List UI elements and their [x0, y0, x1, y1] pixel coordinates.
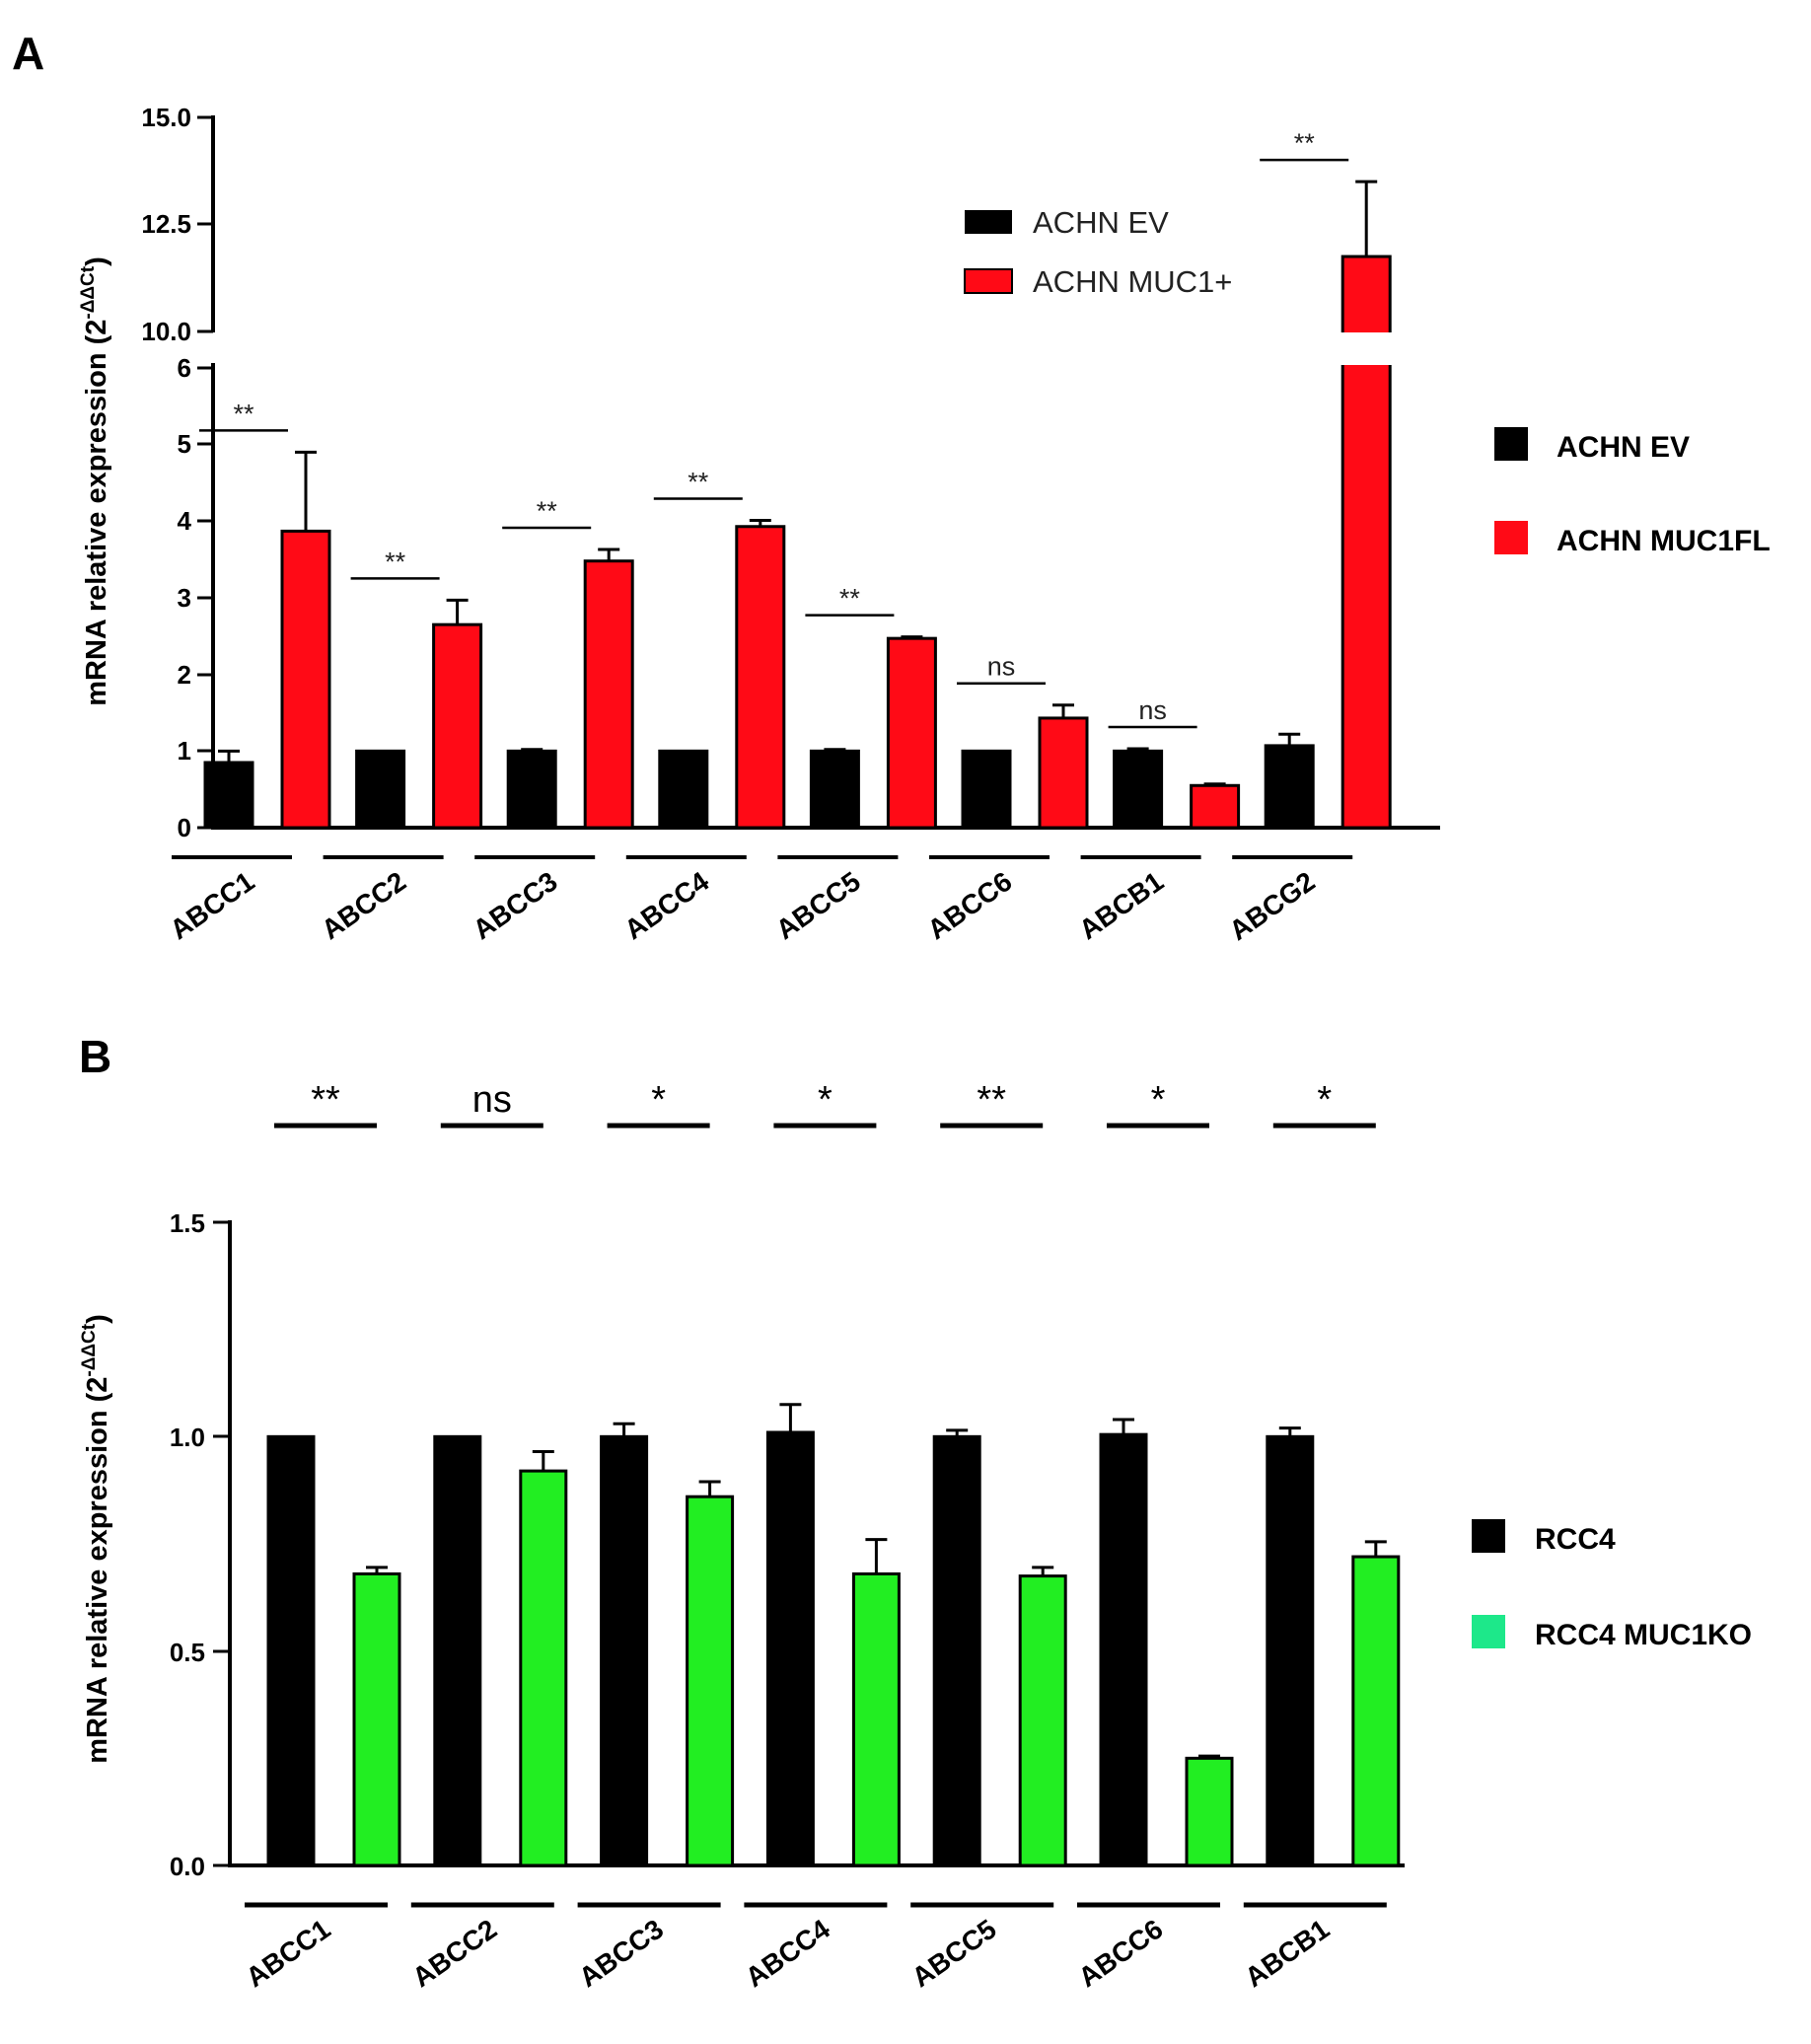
chart-b-sig-label: **: [977, 1079, 1006, 1121]
chart-a-legend-swatch-muc1: [1494, 521, 1528, 554]
chart-a-ytick-label: 3: [178, 583, 191, 613]
chart-a-ytick-label: 4: [178, 506, 192, 536]
chart-a-ytick-label: 2: [178, 660, 191, 690]
chart-b-bar: [1018, 1574, 1067, 1867]
panel-a-letter: A: [12, 28, 44, 79]
chart-a-ytick-label: 15.0: [141, 103, 191, 132]
chart-a-sig-label: **: [1294, 128, 1316, 158]
chart-a-category-label: ABCC1: [165, 866, 260, 946]
chart-b-legend-swatch-rcc4: [1472, 1519, 1505, 1553]
chart-a-sig-label: **: [233, 399, 254, 428]
chart-a-sig-label: ns: [987, 652, 1016, 682]
chart-a: mRNA relative expression (2-ΔΔCt) 15.0 1…: [78, 103, 1771, 946]
chart-a-bar: [1113, 749, 1164, 830]
chart-b-sig-label: *: [651, 1079, 666, 1121]
chart-a-sig-label: **: [839, 584, 861, 614]
chart-a-category-label: ABCC2: [316, 866, 411, 946]
chart-a-bar: [1264, 744, 1315, 830]
chart-b-ytick-label: 0.5: [170, 1638, 205, 1667]
chart-a-ytick-label: 5: [178, 429, 191, 459]
chart-a-ytick-label: 0: [178, 813, 191, 842]
chart-a-bar: [583, 559, 634, 830]
chart-a-bar: [735, 525, 786, 830]
chart-a-ytick-label: 6: [178, 353, 191, 383]
chart-a-legend-swatch-ev: [1494, 427, 1528, 461]
chart-a-ytick-label: 10.0: [141, 317, 191, 346]
chart-b-category-label: ABCC1: [241, 1914, 336, 1994]
chart-b-bar: [600, 1434, 649, 1867]
panel-b-letter: B: [79, 1031, 111, 1082]
chart-a-axis-break-gap: [1340, 332, 1393, 365]
chart-a-bar: [886, 636, 937, 830]
chart-a-inner-legend-label-ev: ACHN EV: [1033, 205, 1169, 240]
chart-a-marks: ** ABCC1 ** ABCC2 ** ABCC3 ** ABCC4 ** ABCC5 ns ABC…: [165, 128, 1393, 946]
chart-a-bar: [355, 749, 406, 830]
chart-a-sig-label: **: [537, 496, 558, 526]
chart-a-ytick-label: 12.5: [141, 209, 191, 239]
chart-a-ylabel: mRNA relative expression (2-ΔΔCt): [78, 256, 112, 706]
chart-b-sig-label: *: [818, 1079, 833, 1121]
chart-b-bar: [686, 1495, 735, 1867]
chart-b-ylabel: mRNA relative expression (2-ΔΔCt): [79, 1314, 113, 1764]
chart-b-legend-swatch-muc1ko: [1472, 1615, 1505, 1648]
chart-a-inner-legend-swatch-muc1: [964, 268, 1013, 294]
chart-a-bar: [506, 749, 557, 830]
chart-b-category-label: ABCC2: [406, 1914, 502, 1994]
chart-b-category-label: ABCC5: [906, 1914, 1002, 1994]
chart-a-category-label: ABCC6: [922, 866, 1018, 946]
chart-b-bar: [932, 1434, 981, 1867]
chart-b-marks: ** ABCC1 ns ABCC2 * ABCC3 * ABCC4 ** ABCC5 * ABCC6 *…: [241, 1079, 1401, 1994]
chart-a-category-label: ABCC5: [770, 866, 866, 946]
chart-b-bar: [765, 1430, 815, 1867]
chart-b-ytick-label: 0.0: [170, 1852, 205, 1881]
chart-b-legend-label-muc1ko: RCC4 MUC1KO: [1535, 1619, 1752, 1651]
chart-a-inner-legend-label-muc1: ACHN MUC1+: [1033, 264, 1232, 299]
chart-b-category-label: ABCC6: [1073, 1914, 1169, 1994]
chart-a-category-label: ABCC3: [468, 866, 563, 946]
chart-b-bar: [1099, 1432, 1148, 1867]
chart-b-bar: [1351, 1555, 1401, 1867]
chart-b-sig-label: *: [1317, 1079, 1332, 1121]
chart-a-category-label: ABCB1: [1073, 866, 1169, 946]
chart-a-legend-label-muc1: ACHN MUC1FL: [1557, 525, 1771, 557]
chart-a-bar: [961, 749, 1012, 830]
chart-a-category-label: ABCC4: [618, 865, 714, 945]
chart-b-sig-label: ns: [472, 1079, 512, 1121]
chart-a-legend-label-ev: ACHN EV: [1557, 431, 1690, 464]
chart-b-category-label: ABCC3: [573, 1914, 669, 1994]
chart-a-category-label: ABCG2: [1224, 866, 1321, 947]
chart-a-bar: [658, 749, 709, 830]
chart-b-sig-label: **: [311, 1079, 340, 1121]
chart-a-bar: [809, 749, 860, 830]
chart-b-legend-label-rcc4: RCC4: [1535, 1523, 1616, 1556]
chart-b-sig-label: *: [1151, 1079, 1166, 1121]
chart-a-sig-label: **: [688, 468, 709, 497]
chart-a-sig-label: **: [385, 547, 406, 576]
chart-b-bar: [519, 1469, 568, 1867]
chart-b-bar: [1266, 1434, 1315, 1867]
chart-a-bar: [280, 529, 331, 830]
chart-b-ytick-label: 1.0: [170, 1423, 205, 1452]
chart-a-bar: [203, 761, 254, 830]
chart-a-bar: [1190, 783, 1241, 830]
chart-b-bar: [433, 1434, 482, 1867]
chart-b-bar: [851, 1571, 901, 1867]
chart-b-bar: [1185, 1756, 1234, 1867]
chart-a-sig-label: ns: [1138, 695, 1167, 725]
chart-b-category-label: ABCB1: [1239, 1914, 1335, 1994]
chart-a-ytick-label: 1: [178, 736, 191, 766]
chart-b: mRNA relative expression (2-ΔΔCt) 1.5 1.…: [79, 1079, 1752, 1993]
chart-b-bar: [352, 1571, 401, 1867]
chart-a-inner-legend-swatch-ev: [965, 210, 1012, 234]
chart-a-bar: [1038, 716, 1089, 830]
chart-a-bar: [432, 622, 483, 830]
chart-b-bar: [266, 1434, 316, 1867]
chart-b-ytick-label: 1.5: [170, 1208, 205, 1238]
chart-b-category-label: ABCC4: [740, 1913, 835, 1993]
